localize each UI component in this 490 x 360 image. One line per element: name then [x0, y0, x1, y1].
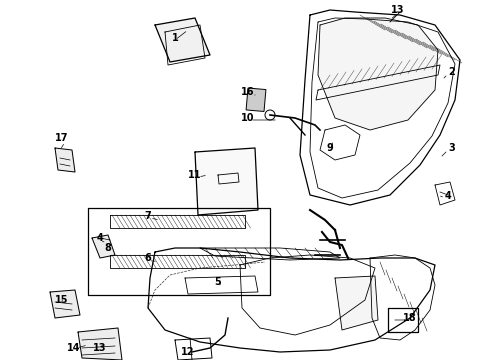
Text: 5: 5: [215, 277, 221, 287]
Text: 13: 13: [93, 343, 107, 353]
Polygon shape: [50, 290, 80, 318]
Polygon shape: [78, 328, 122, 360]
Text: 9: 9: [327, 143, 333, 153]
Text: 7: 7: [145, 211, 151, 221]
Text: 12: 12: [181, 347, 195, 357]
Text: 4: 4: [97, 233, 103, 243]
Polygon shape: [195, 148, 258, 215]
Text: 8: 8: [104, 243, 111, 253]
Text: 3: 3: [449, 143, 455, 153]
Polygon shape: [335, 276, 378, 330]
Text: 14: 14: [67, 343, 81, 353]
Text: 11: 11: [188, 170, 202, 180]
Polygon shape: [318, 18, 438, 130]
Polygon shape: [55, 148, 75, 172]
Text: 16: 16: [241, 87, 255, 97]
Polygon shape: [92, 235, 115, 258]
Text: 2: 2: [449, 67, 455, 77]
Text: 15: 15: [55, 295, 69, 305]
Text: 1: 1: [172, 33, 178, 43]
Bar: [246, 88, 266, 112]
Text: 10: 10: [241, 113, 255, 123]
Text: 18: 18: [403, 313, 417, 323]
Text: 13: 13: [391, 5, 405, 15]
Text: 6: 6: [145, 253, 151, 263]
Polygon shape: [155, 18, 210, 62]
Text: 17: 17: [55, 133, 69, 143]
Text: 4: 4: [444, 191, 451, 201]
